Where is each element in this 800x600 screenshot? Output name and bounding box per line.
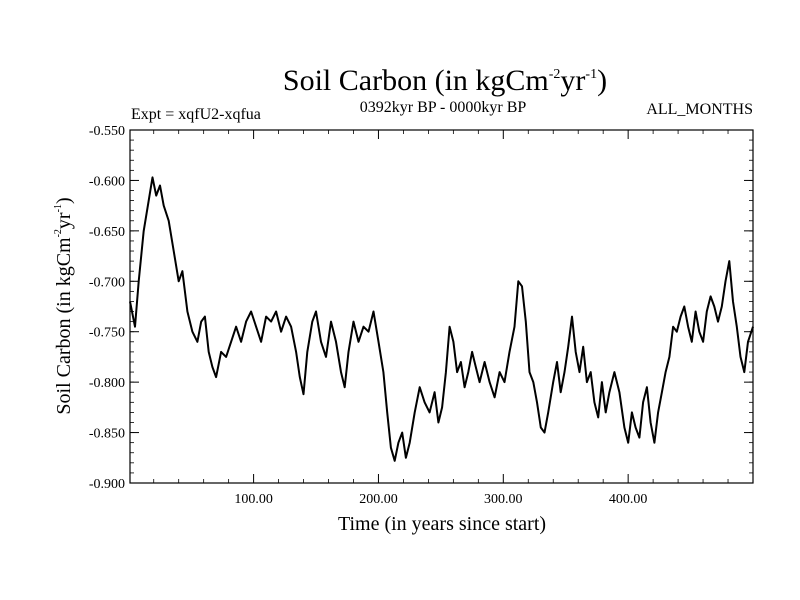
y-tick-label: -0.550 <box>89 124 125 139</box>
y-tick-label: -0.700 <box>89 275 125 290</box>
x-tick-label: 200.00 <box>359 492 398 507</box>
x-tick-label: 300.00 <box>484 492 523 507</box>
experiment-label: Expt = xqfU2-xqfua <box>131 106 261 123</box>
chart-title: Soil Carbon (in kgCm-2yr-1) <box>283 64 607 97</box>
y-tick-label: -0.900 <box>89 477 125 492</box>
y-tick-label: -0.600 <box>89 174 125 189</box>
x-axis-label: Time (in years since start) <box>338 513 546 535</box>
y-axis-label: Soil Carbon (in kgCm-2yr-1) <box>53 197 75 414</box>
x-axis: 100.00 200.00 300.00 400.00 <box>153 130 729 507</box>
period-label: 0392kyr BP - 0000kyr BP <box>360 99 527 116</box>
y-tick-label: -0.750 <box>89 326 125 341</box>
x-tick-label: 400.00 <box>609 492 648 507</box>
y-tick-label: -0.800 <box>89 376 125 391</box>
plot-frame <box>129 129 754 484</box>
y-tick-label: -0.850 <box>89 427 125 442</box>
y-tick-label: -0.650 <box>89 225 125 240</box>
months-label: ALL_MONTHS <box>646 101 753 118</box>
series-line-soil-carbon <box>129 176 754 462</box>
x-tick-label: 100.00 <box>234 492 273 507</box>
y-axis: -0.550 -0.600 -0.650 -0.700 -0.750 -0.800 -0.8… <box>89 124 753 492</box>
